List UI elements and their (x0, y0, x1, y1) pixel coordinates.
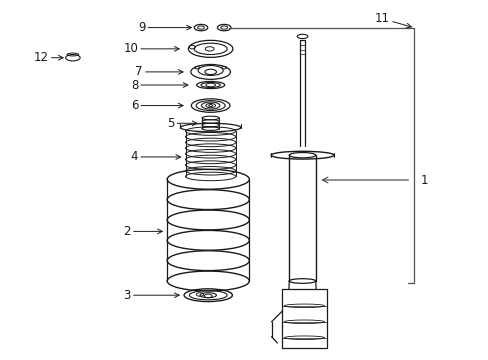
Text: 10: 10 (123, 42, 179, 55)
Text: 1: 1 (420, 174, 427, 186)
Text: 8: 8 (130, 78, 187, 91)
Text: 5: 5 (167, 117, 197, 130)
Text: 2: 2 (123, 225, 162, 238)
Text: 3: 3 (123, 289, 179, 302)
Text: 12: 12 (34, 51, 63, 64)
Text: 4: 4 (130, 150, 180, 163)
Text: 11: 11 (374, 12, 410, 28)
Text: 9: 9 (138, 21, 191, 34)
Text: 6: 6 (130, 99, 183, 112)
Text: 7: 7 (135, 66, 183, 78)
